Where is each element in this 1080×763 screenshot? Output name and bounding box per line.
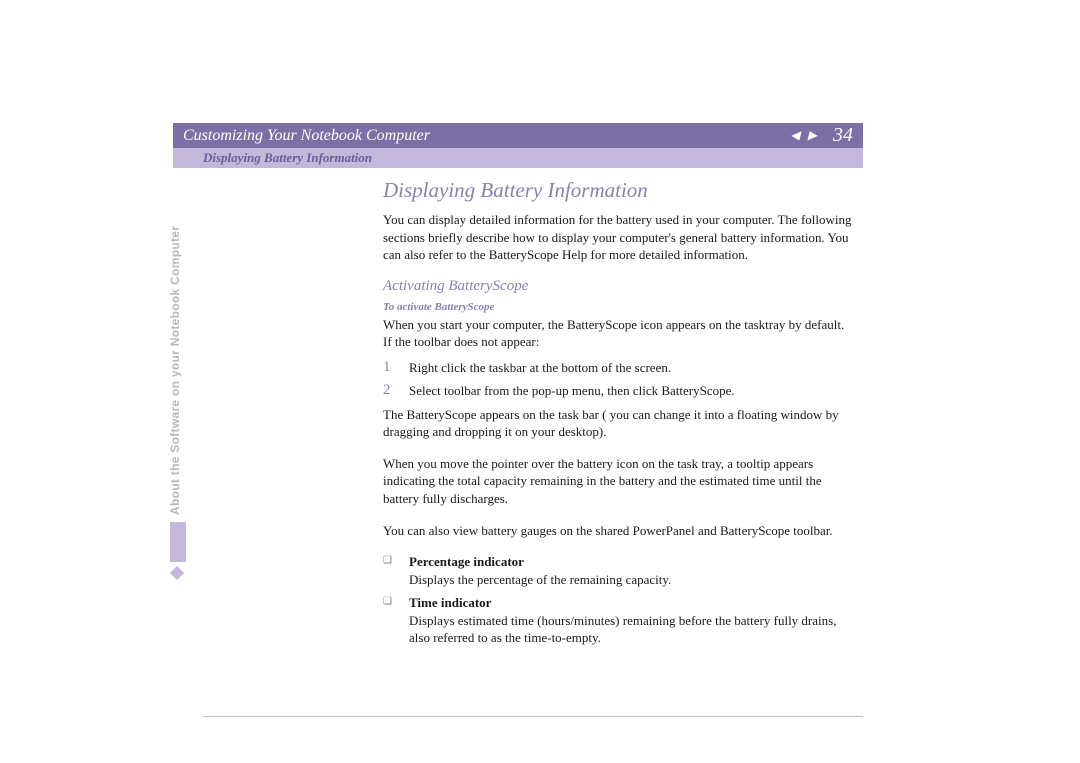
bullet-content: Time indicator Displays estimated time (…: [409, 594, 853, 647]
bullet-title: Time indicator: [409, 595, 491, 610]
bullet-square-icon: ❏: [383, 594, 409, 647]
step-text: Select toolbar from the pop-up menu, the…: [409, 382, 735, 400]
page-number: 34: [833, 124, 853, 147]
breadcrumb-bar: Displaying Battery Information: [173, 148, 863, 168]
step-text: Right click the taskbar at the bottom of…: [409, 359, 671, 377]
bullet-item: ❏ Time indicator Displays estimated time…: [383, 594, 853, 647]
next-page-arrow-icon[interactable]: ▶: [808, 128, 817, 143]
breadcrumb-text: Displaying Battery Information: [203, 150, 372, 166]
paragraph-2: The BatteryScope appears on the task bar…: [383, 406, 853, 441]
bullet-desc: Displays estimated time (hours/minutes) …: [409, 613, 836, 646]
page-nav: ◀ ▶ 34: [791, 123, 853, 148]
sidebar-tab: About the Software on your Notebook Comp…: [170, 180, 192, 580]
section-title: Displaying Battery Information: [383, 178, 853, 203]
step-number: 1: [383, 359, 409, 377]
bullet-square-icon: ❏: [383, 553, 409, 588]
sidebar-accent-block: [170, 522, 186, 562]
step-row: 1 Right click the taskbar at the bottom …: [383, 359, 853, 377]
prev-page-arrow-icon[interactable]: ◀: [791, 128, 800, 143]
intro-paragraph: You can display detailed information for…: [383, 211, 853, 264]
paragraph-4: You can also view battery gauges on the …: [383, 522, 853, 540]
bullet-desc: Displays the percentage of the remaining…: [409, 572, 671, 587]
paragraph-3: When you move the pointer over the batte…: [383, 455, 853, 508]
sidebar-label: About the Software on your Notebook Comp…: [168, 185, 182, 515]
chapter-title: Customizing Your Notebook Computer: [183, 127, 430, 145]
bullet-content: Percentage indicator Displays the percen…: [409, 553, 671, 588]
step-number: 2: [383, 382, 409, 400]
sidebar-diamond-icon: [170, 566, 184, 580]
subsubsection-title: To activate BatteryScope: [383, 301, 853, 313]
bullet-item: ❏ Percentage indicator Displays the perc…: [383, 553, 853, 588]
footer-rule: [203, 716, 863, 717]
document-page: Customizing Your Notebook Computer ◀ ▶ 3…: [0, 0, 1080, 763]
step-row: 2 Select toolbar from the pop-up menu, t…: [383, 382, 853, 400]
bullet-title: Percentage indicator: [409, 554, 524, 569]
subsection-title: Activating BatteryScope: [383, 278, 853, 295]
paragraph-1: When you start your computer, the Batter…: [383, 316, 853, 351]
main-content: Displaying Battery Information You can d…: [383, 178, 853, 649]
chapter-header-bar: Customizing Your Notebook Computer ◀ ▶ 3…: [173, 123, 863, 148]
